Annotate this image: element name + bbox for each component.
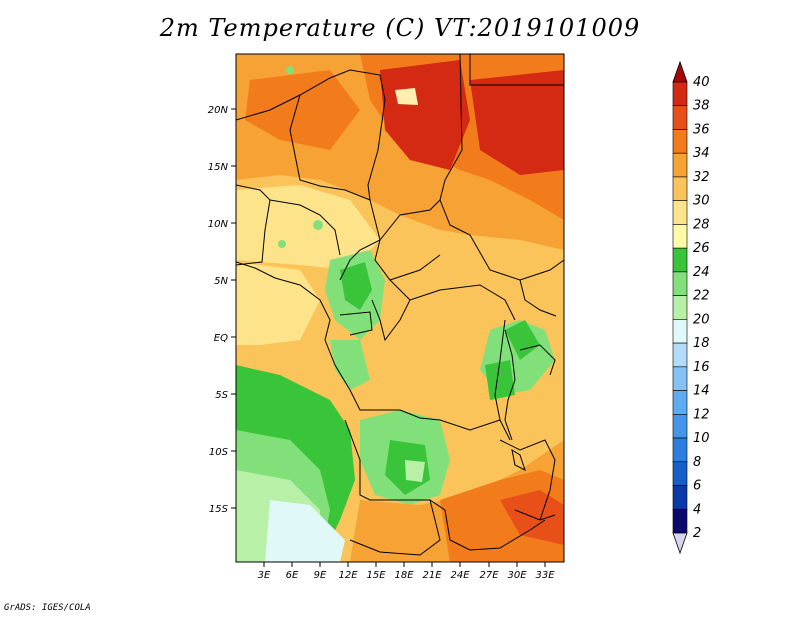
colorbar-swatch (672, 342, 688, 368)
colorbar-swatch (672, 461, 688, 486)
lon-tick-label: 27E (479, 570, 499, 581)
colorbar-swatch (672, 485, 688, 510)
colorbar-swatch (672, 105, 688, 130)
colorbar-label: 40 (693, 75, 710, 90)
colorbar-label: 10 (693, 431, 710, 446)
credit-text: GrADS: IGES/COLA (4, 603, 91, 613)
colorbar-swatch (672, 271, 688, 296)
colorbar-label: 8 (693, 455, 701, 470)
lon-tick-label: 15E (366, 570, 386, 581)
colorbar-swatch (672, 81, 688, 107)
colorbar-label: 32 (693, 170, 710, 185)
lon-tick-label: 24E (450, 570, 470, 581)
colorbar-label: 28 (693, 217, 710, 232)
colorbar-swatch (672, 200, 688, 225)
lat-tick-label: 20N (208, 105, 229, 116)
colorbar-label: 18 (693, 336, 710, 351)
colorbar-label: 12 (693, 407, 710, 422)
colorbar-label: 16 (693, 360, 710, 375)
lon-tick-label: 21E (422, 570, 442, 581)
colorbar-label: 2 (693, 526, 701, 541)
country-borders (236, 54, 564, 556)
lon-tick-label: 12E (338, 570, 358, 581)
lon-tick-label: 9E (314, 570, 327, 581)
colorbar-label: 26 (693, 241, 710, 256)
colorbar-label: 20 (693, 312, 710, 327)
colorbar-swatch (672, 129, 688, 154)
colorbar-swatch (672, 295, 688, 320)
lat-tick-label: 5S (215, 390, 228, 401)
colorbar-label: 6 (693, 479, 701, 494)
temperature-field (236, 54, 564, 562)
colorbar-swatch (672, 508, 688, 534)
colorbar-swatch (672, 390, 688, 415)
latitude-axis: 20N 15N 10N 5N EQ 5S 10S 15S (208, 105, 236, 515)
colorbar-swatch (672, 414, 688, 439)
colorbar-label: 14 (693, 384, 710, 399)
lat-tick-label: 15N (208, 162, 229, 173)
lon-tick-label: 18E (394, 570, 414, 581)
lat-tick-label: 10S (209, 447, 229, 458)
colorbar-label: 34 (693, 146, 710, 161)
colorbar-swatch (672, 176, 688, 201)
lat-tick-label: 15S (209, 504, 229, 515)
lon-tick-label: 30E (507, 570, 527, 581)
colorbar-swatch (672, 247, 688, 273)
colorbar-label: 4 (693, 502, 701, 517)
colorbar: 40 38 36 34 32 30 28 26 24 22 20 18 16 14 12 10 8 6 4 2 (672, 60, 710, 555)
colorbar-swatch (672, 437, 688, 463)
map-frame (235, 53, 565, 563)
colorbar-swatch (672, 152, 688, 178)
colorbar-label: 24 (693, 265, 710, 280)
map-title: 2m Temperature (C) VT:2019101009 (159, 14, 641, 42)
colorbar-swatch (672, 366, 688, 391)
colorbar-label: 30 (693, 194, 710, 209)
lon-tick-label: 6E (286, 570, 299, 581)
colorbar-label: 22 (693, 289, 710, 304)
colorbar-label: 38 (693, 99, 710, 114)
lon-tick-label: 33E (535, 570, 555, 581)
colorbar-label: 36 (693, 122, 710, 137)
lat-tick-label: 5N (214, 276, 228, 287)
colorbar-swatch (672, 224, 688, 249)
longitude-axis: 3E 6E 9E 12E 15E 18E 21E 24E 27E 30E 33E (258, 562, 555, 581)
lon-tick-label: 3E (258, 570, 271, 581)
lat-tick-label: EQ (214, 333, 228, 344)
colorbar-over-arrow (672, 60, 688, 83)
colorbar-under-arrow (672, 532, 688, 555)
colorbar-swatch (672, 319, 688, 344)
lat-tick-label: 10N (208, 219, 229, 230)
